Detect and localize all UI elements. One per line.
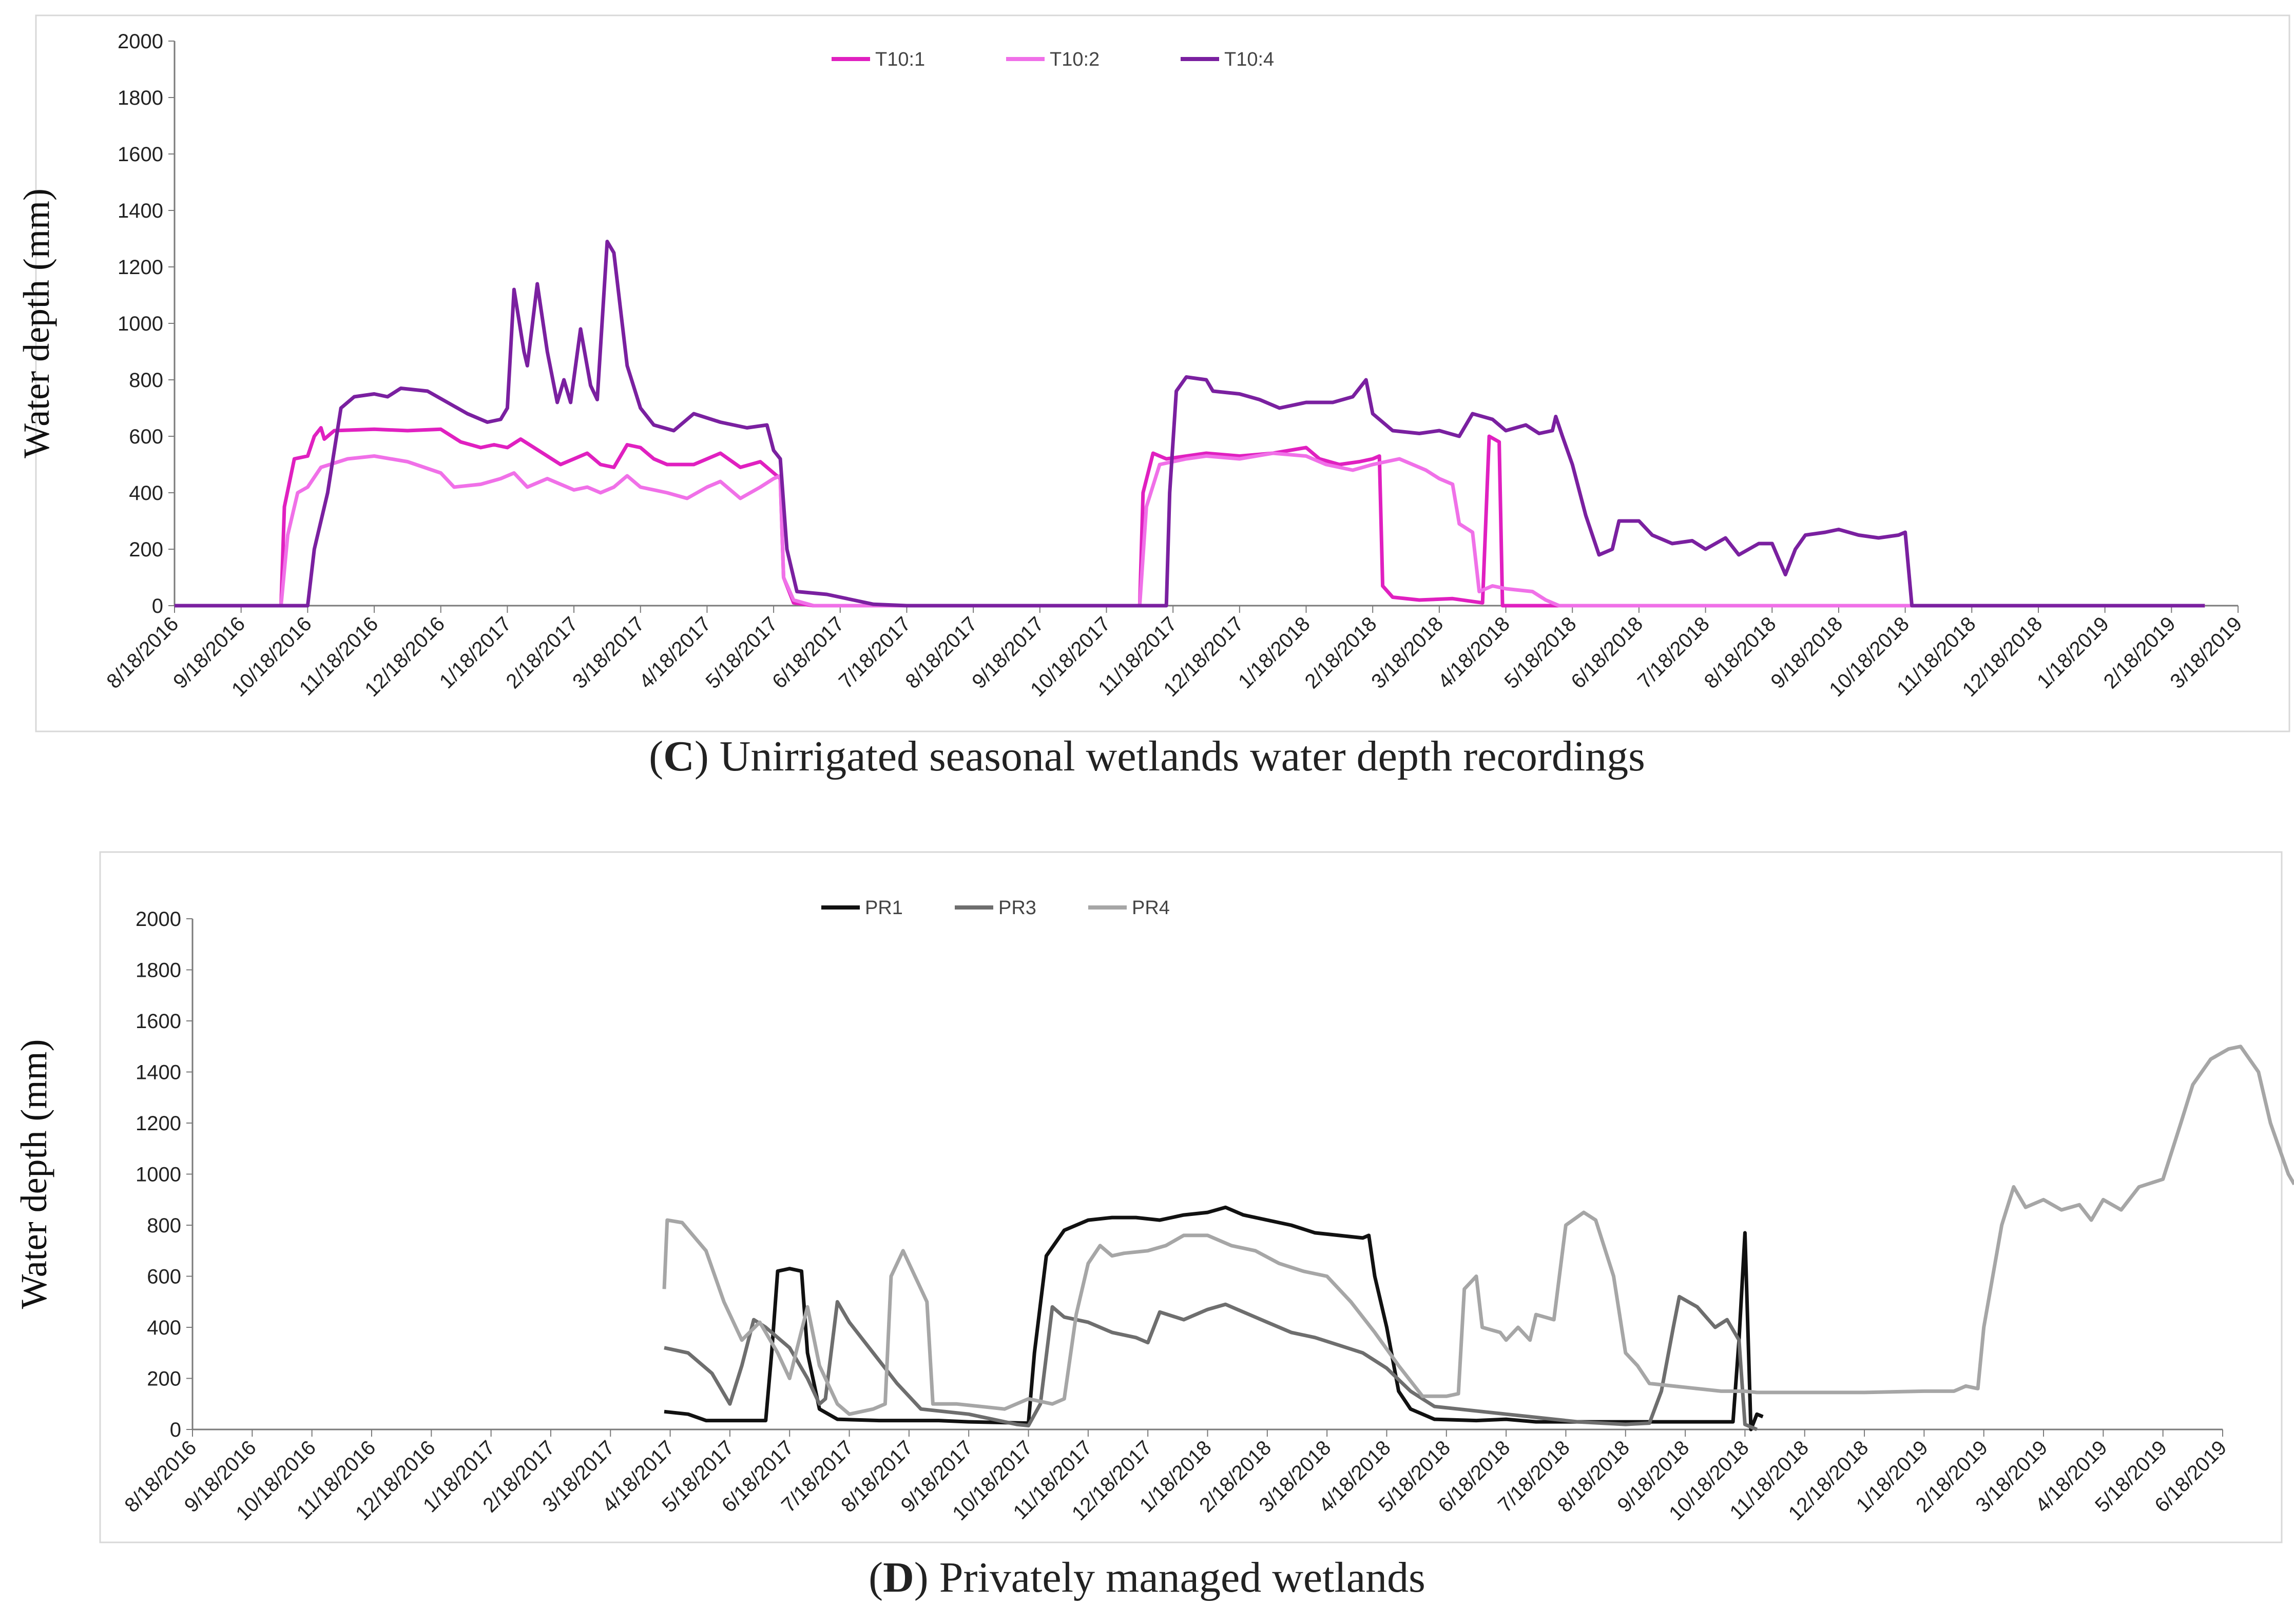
x-tick-label: 2/18/2018 — [1301, 612, 1381, 693]
caption-c: (C) Unirrigated seasonal wetlands water … — [649, 732, 1645, 780]
y-tick-label: 800 — [147, 1214, 181, 1237]
x-tick-label: 2/18/2019 — [2099, 612, 2180, 693]
x-tick-label: 7/18/2017 — [835, 612, 915, 693]
y-tick-label: 1400 — [118, 200, 163, 222]
caption-c-letter: C — [663, 732, 695, 780]
legend-label: T10:1 — [875, 49, 925, 70]
x-tick-label: 6/18/2018 — [1567, 612, 1647, 693]
x-tick-label: 1/18/2017 — [435, 612, 516, 693]
y-tick-label: 0 — [170, 1419, 181, 1441]
series-line-t102 — [175, 451, 2205, 608]
series-line-pr3 — [664, 1294, 1758, 1432]
x-tick-label: 3/18/2019 — [2166, 612, 2246, 693]
panel-c-frame — [35, 14, 2290, 732]
x-tick-label: 1/18/2018 — [1234, 612, 1315, 693]
x-tick-label: 5/18/2017 — [702, 612, 782, 693]
y-tick-label: 0 — [152, 595, 163, 617]
y-tick-label: 1400 — [136, 1061, 181, 1084]
legend-label: T10:2 — [1050, 49, 1100, 70]
y-tick-label: 800 — [129, 369, 163, 392]
y-tick-label: 200 — [147, 1368, 181, 1390]
y-tick-label: 2000 — [118, 30, 163, 53]
series-line-pr1 — [664, 1205, 1764, 1432]
y-tick-label: 2000 — [136, 908, 181, 931]
series-line-t101 — [175, 426, 2205, 608]
y-tick-label: 1000 — [136, 1164, 181, 1186]
x-tick-label: 5/18/2018 — [1500, 612, 1581, 693]
series-line-pr4 — [662, 1045, 2294, 1416]
caption-d-letter: D — [883, 1554, 914, 1601]
x-tick-label: 8/18/2018 — [1700, 612, 1781, 693]
x-tick-label: 4/18/2018 — [1434, 612, 1514, 693]
y-tick-label: 400 — [147, 1317, 181, 1339]
y-tick-label: 1600 — [136, 1010, 181, 1033]
caption-d-text: Privately managed wetlands — [939, 1554, 1425, 1601]
panel-d-frame — [99, 851, 2283, 1543]
legend-label: PR3 — [998, 897, 1036, 919]
caption-c-text: Unirrigated seasonal wetlands water dept… — [719, 732, 1645, 780]
y-tick-label: 1800 — [118, 87, 163, 109]
y-tick-label: 1600 — [118, 143, 163, 166]
y-axis-title: Water depth (mm) — [16, 188, 57, 458]
panel-d-chart: 02004006008001000120014001600180020008/1… — [13, 897, 2294, 1525]
y-tick-label: 1200 — [136, 1112, 181, 1135]
y-tick-label: 400 — [129, 482, 163, 505]
x-tick-label: 1/18/2019 — [2033, 612, 2113, 693]
x-tick-label: 3/18/2018 — [1367, 612, 1448, 693]
x-tick-label: 2/18/2017 — [502, 612, 582, 693]
x-tick-label: 8/18/2017 — [901, 612, 982, 693]
y-axis-title: Water depth (mm) — [13, 1039, 54, 1309]
x-tick-label: 3/18/2017 — [568, 612, 649, 693]
y-tick-label: 1800 — [136, 959, 181, 982]
legend-label: T10:4 — [1224, 49, 1274, 70]
y-tick-label: 1200 — [118, 256, 163, 279]
x-tick-label: 8/18/2016 — [102, 612, 183, 693]
y-tick-label: 200 — [129, 538, 163, 561]
series-line-t104 — [175, 240, 2205, 608]
y-tick-label: 600 — [129, 426, 163, 448]
x-tick-label: 6/18/2017 — [768, 612, 849, 693]
x-tick-label: 7/18/2018 — [1633, 612, 1714, 693]
y-tick-label: 600 — [147, 1266, 181, 1288]
legend-label: PR4 — [1132, 897, 1170, 919]
panel-c-chart: 0 200 400 600 800 1000 1200 1400 1600 1800 2000 8/1… — [16, 30, 2246, 701]
y-tick-label: 1000 — [118, 313, 163, 335]
legend-label: PR1 — [865, 897, 903, 919]
x-tick-label: 4/18/2017 — [635, 612, 716, 693]
caption-d: (D) Privately managed wetlands — [869, 1554, 1425, 1601]
